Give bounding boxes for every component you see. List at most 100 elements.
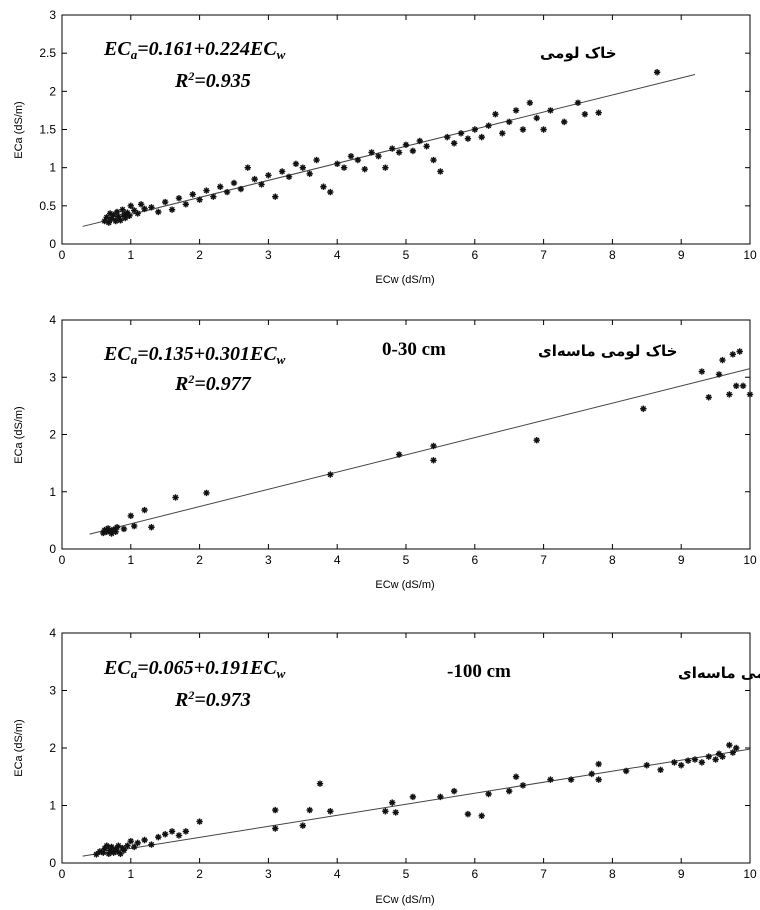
x-tick-label: 8 xyxy=(609,248,616,262)
data-point xyxy=(115,213,122,220)
y-axis-label: ECa (dS/m) xyxy=(13,406,25,463)
y-tick-label: 1 xyxy=(49,799,56,813)
data-point xyxy=(100,849,107,856)
equation-part: =0.065+0.191EC xyxy=(137,657,277,679)
regression-equation: ECa=0.161+0.224ECw xyxy=(103,38,286,62)
data-point xyxy=(306,806,313,814)
data-point xyxy=(108,215,115,223)
data-point xyxy=(478,812,485,820)
x-tick-label: 4 xyxy=(334,553,341,567)
data-point xyxy=(120,525,128,533)
x-axis-label: ECw (dS/m) xyxy=(375,579,434,591)
r-squared-part: =0.935 xyxy=(194,70,250,92)
data-point xyxy=(148,841,155,848)
x-tick-label: 9 xyxy=(678,867,685,881)
data-point xyxy=(691,756,699,763)
data-point xyxy=(108,843,115,851)
data-point xyxy=(733,382,740,390)
data-point xyxy=(719,753,726,760)
data-point xyxy=(126,212,133,219)
data-point xyxy=(101,217,108,225)
data-point xyxy=(110,849,117,856)
data-point xyxy=(712,756,719,763)
data-point xyxy=(457,130,465,137)
x-tick-label: 0 xyxy=(59,553,66,567)
data-point xyxy=(382,808,389,815)
y-tick-label: 1.5 xyxy=(39,123,56,137)
y-axis-label: ECa (dS/m) xyxy=(13,101,25,158)
data-point xyxy=(492,111,499,118)
y-tick-label: 0 xyxy=(49,542,56,556)
y-tick-label: 3 xyxy=(49,684,56,698)
data-point xyxy=(272,825,279,832)
data-point xyxy=(334,160,341,168)
soil-label: خاک لومی ماسه‌ای xyxy=(678,664,760,682)
data-point xyxy=(237,185,245,193)
data-point xyxy=(719,356,726,364)
data-point xyxy=(127,837,134,845)
equation-subscript: w xyxy=(277,352,286,367)
data-point xyxy=(299,822,306,829)
data-point xyxy=(327,471,334,478)
data-point xyxy=(182,828,190,835)
data-point xyxy=(444,133,451,141)
y-tick-label: 1 xyxy=(49,485,56,499)
data-point xyxy=(134,210,141,217)
y-tick-label: 4 xyxy=(49,313,56,327)
x-tick-label: 0 xyxy=(59,867,66,881)
x-tick-label: 6 xyxy=(471,248,478,262)
x-tick-label: 7 xyxy=(540,553,547,567)
data-point xyxy=(113,208,121,216)
data-point xyxy=(729,351,736,358)
y-axis-label: ECa (dS/m) xyxy=(13,719,25,776)
data-point xyxy=(389,145,396,152)
data-point xyxy=(106,847,114,854)
data-point xyxy=(148,204,155,211)
data-point xyxy=(450,787,458,795)
data-point xyxy=(533,437,540,444)
x-tick-label: 2 xyxy=(196,248,203,262)
data-point xyxy=(430,457,437,464)
data-point xyxy=(506,118,513,126)
data-point xyxy=(375,153,382,160)
data-point xyxy=(306,170,313,177)
data-point xyxy=(103,214,110,221)
equation-part: EC xyxy=(103,343,131,365)
data-point xyxy=(106,210,114,217)
data-point xyxy=(120,847,128,854)
plot-frame xyxy=(61,319,751,550)
data-point xyxy=(137,201,145,208)
data-point xyxy=(127,512,134,519)
r-squared-superscript: 2 xyxy=(187,372,194,386)
x-tick-label: 6 xyxy=(471,867,478,881)
data-point xyxy=(416,137,423,145)
y-tick-label: 2 xyxy=(49,428,56,442)
x-tick-label: 6 xyxy=(471,553,478,567)
equation-part: =0.161+0.224EC xyxy=(137,38,277,60)
data-point xyxy=(316,780,324,787)
r-squared: R2=0.973 xyxy=(174,688,251,711)
data-point xyxy=(141,205,148,213)
data-point xyxy=(141,836,148,844)
r-squared: R2=0.977 xyxy=(174,372,252,395)
data-point xyxy=(464,135,472,142)
data-point xyxy=(395,451,403,458)
data-point xyxy=(671,759,678,766)
data-point xyxy=(684,757,692,764)
data-point xyxy=(561,118,568,126)
data-point xyxy=(299,164,306,171)
y-tick-label: 3 xyxy=(49,370,56,384)
data-point xyxy=(715,750,723,757)
plot-frame xyxy=(61,14,751,245)
chart-panel-2: 0 1 2 3 4 5 6 7 8 9 10 0 1 2 3 4 ECw (dS/m) ECa (dS/m) ECa… xyxy=(13,313,757,591)
data-point xyxy=(162,831,169,838)
x-tick-label: 4 xyxy=(334,867,341,881)
equation-subscript: w xyxy=(277,47,286,62)
data-point xyxy=(168,206,176,213)
data-point xyxy=(506,787,513,795)
data-point xyxy=(519,126,527,133)
data-point xyxy=(103,842,110,849)
x-tick-label: 5 xyxy=(403,867,410,881)
regression-equation: ECa=0.135+0.301ECw xyxy=(103,343,286,367)
x-tick-label: 4 xyxy=(334,248,341,262)
